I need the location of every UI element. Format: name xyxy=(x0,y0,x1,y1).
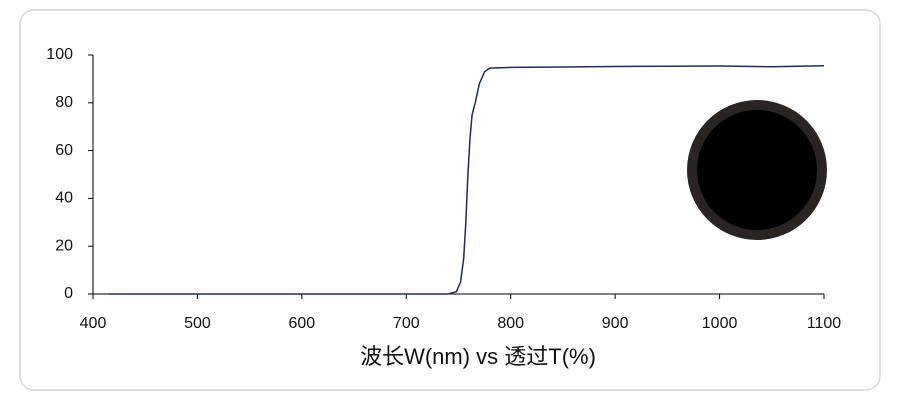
x-tick-label: 1100 xyxy=(807,315,842,332)
x-tick-label: 600 xyxy=(289,315,316,332)
x-tick-label: 500 xyxy=(184,315,211,332)
y-tick-label: 100 xyxy=(46,46,73,63)
transmission-line xyxy=(108,65,825,295)
y-tick-label: 20 xyxy=(55,237,73,254)
x-tick-label: 900 xyxy=(602,315,629,332)
x-axis-title: 波长W(nm) vs 透过T(%) xyxy=(360,344,596,369)
y-tick-label: 80 xyxy=(55,94,73,111)
y-tick-label: 0 xyxy=(64,285,73,302)
x-tick-label: 800 xyxy=(497,315,524,332)
x-tick-label: 1000 xyxy=(702,315,738,332)
card xyxy=(19,9,881,391)
y-tick-label: 40 xyxy=(55,190,73,207)
x-tick-label: 400 xyxy=(80,315,107,332)
y-tick-label: 60 xyxy=(55,142,73,159)
filter-glass xyxy=(697,110,817,230)
x-tick-label: 700 xyxy=(393,315,420,332)
filter-image xyxy=(682,98,832,240)
